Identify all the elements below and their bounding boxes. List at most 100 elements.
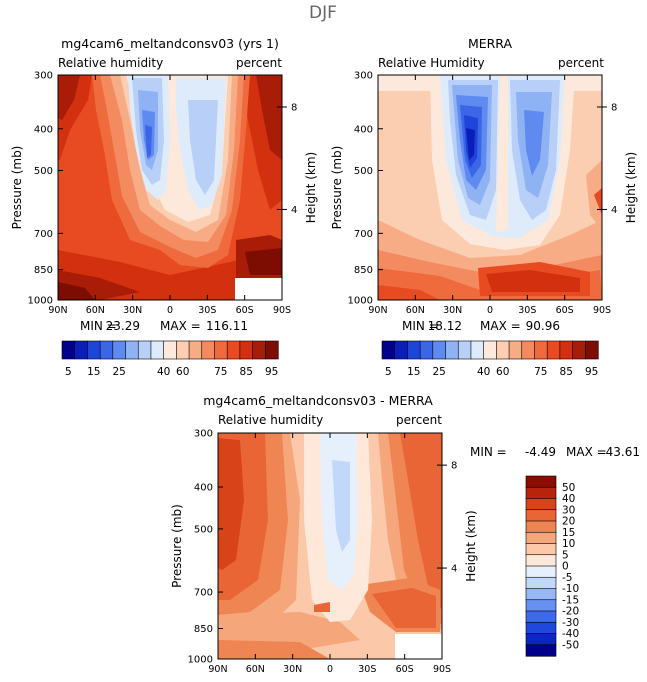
colorbar-swatch <box>239 340 254 360</box>
colorbar-swatch <box>252 340 266 360</box>
colorbar-label: 15 <box>562 527 575 539</box>
panel-diff-field <box>218 433 442 659</box>
colorbar-label: 40 <box>157 366 170 378</box>
panel-diff-axes: 90N 60N 30N 0 30S 60S 90S 300 400 500 700 850 1000 8 4… <box>170 429 478 676</box>
colorbar-label: 10 <box>562 538 575 550</box>
colorbar-label: 30 <box>562 504 575 516</box>
colorbar-swatch <box>496 340 510 360</box>
x-tick-label: 30S <box>198 305 216 316</box>
y2-axis-label: Height (km) <box>624 152 638 223</box>
y2-tick-label: 4 <box>611 205 617 216</box>
panel-diff-min-label: MIN = <box>470 445 507 459</box>
colorbar-swatch <box>508 340 523 360</box>
panel-model: mg4cam6_meltandconsv03 (yrs 1) Relative … <box>10 36 318 333</box>
panel-obs-variable: Relative Humidity <box>378 56 485 70</box>
colorbar-swatch <box>226 340 241 360</box>
colorbar-swatch <box>201 340 216 360</box>
x-tick-label: 60N <box>86 305 105 316</box>
colorbar-swatch <box>525 531 557 545</box>
x-tick-label: 90N <box>208 664 227 675</box>
x-tick-label: 90N <box>368 305 387 316</box>
x-tick-label: 90S <box>273 305 291 316</box>
colorbar-swatch <box>525 543 557 556</box>
x-tick-label: 90S <box>433 664 451 675</box>
x-tick-label: 30N <box>123 305 142 316</box>
colorbar-swatch <box>137 340 152 360</box>
field-band <box>332 460 350 552</box>
colorbar-label: 0 <box>562 561 569 573</box>
y-tick-label: 400 <box>34 124 53 135</box>
colorbar-swatch <box>525 486 557 500</box>
colorbar-swatch <box>525 509 557 522</box>
colorbar-swatch <box>394 340 409 360</box>
field-band <box>486 270 580 292</box>
colorbar-swatch <box>525 644 557 657</box>
colorbar-swatch <box>525 520 557 533</box>
colorbar-label: 60 <box>176 366 189 378</box>
colorbar-swatch <box>432 340 447 360</box>
colorbar-label: 40 <box>562 493 575 505</box>
panel-diff-title: mg4cam6_meltandconsv03 - MERRA <box>203 393 433 408</box>
panel-model-variable: Relative humidity <box>58 56 163 70</box>
panel-model-max: 116.11 <box>206 319 248 333</box>
colorbar-label: 95 <box>265 366 278 378</box>
panel-diff-units: percent <box>396 413 442 427</box>
x-tick-label: 60S <box>556 305 574 316</box>
field-band <box>245 248 282 275</box>
y-tick-label: 500 <box>194 524 213 535</box>
panel-model-axes: 90N 60N 30N 0 30S 60S 90S 300 400 500 700 850 1000 8 4… <box>10 71 318 317</box>
x-tick-label: 0 <box>327 664 333 675</box>
y-tick-label: 400 <box>194 483 213 494</box>
field-band <box>496 75 508 232</box>
colorbar-label: 5 <box>562 549 569 561</box>
panel-model-title: mg4cam6_meltandconsv03 (yrs 1) <box>61 36 279 51</box>
colorbar-swatch <box>457 340 472 360</box>
field-band <box>218 438 244 570</box>
field-band <box>378 285 440 300</box>
colorbar-label: -5 <box>562 572 572 584</box>
panel-obs-title: MERRA <box>468 36 513 51</box>
colorbar-label: 75 <box>214 366 227 378</box>
colorbar-swatch <box>407 340 421 360</box>
colorbar-label: 20 <box>562 516 575 528</box>
colorbar-label: -10 <box>562 583 579 595</box>
colorbar-swatch <box>264 340 279 360</box>
x-tick-label: 30N <box>283 664 302 675</box>
x-tick-label: 60S <box>236 305 254 316</box>
panel-obs-max: 90.96 <box>526 319 560 333</box>
colorbar-obs: 5 15 25 40 60 75 85 95 <box>381 340 599 378</box>
y2-axis-label: Height (km) <box>304 152 318 223</box>
colorbar-label: -30 <box>562 617 579 629</box>
x-tick-label: 30S <box>518 305 536 316</box>
colorbar-swatch <box>74 340 89 360</box>
panel-obs-min-label: MIN = <box>402 319 439 333</box>
panel-obs-units: percent <box>558 56 604 70</box>
panel-model-max-label: MAX = <box>160 319 201 333</box>
colorbar-swatch <box>525 565 557 578</box>
panel-model-field <box>58 75 282 300</box>
y-tick-label: 700 <box>34 229 53 240</box>
colorbar-label: 5 <box>65 366 72 378</box>
colorbar-label: 5 <box>385 366 392 378</box>
y-tick-label: 400 <box>354 124 373 135</box>
field-band <box>145 125 152 158</box>
field-band <box>400 433 442 610</box>
x-tick-label: 90S <box>593 305 611 316</box>
colorbar-label: 75 <box>534 366 547 378</box>
colorbar-swatch <box>470 340 485 360</box>
colorbar-swatch <box>525 633 557 646</box>
y-tick-label: 300 <box>354 71 373 82</box>
y2-tick-label: 8 <box>611 102 617 113</box>
y-tick-label: 300 <box>34 71 53 82</box>
panel-diff-max: 43.61 <box>606 445 640 459</box>
colorbar-swatch <box>572 340 586 360</box>
colorbar-label: 25 <box>112 366 125 378</box>
colorbar-swatch <box>176 340 190 360</box>
panel-diff-max-label: MAX = <box>566 445 607 459</box>
panel-obs-field <box>378 75 602 300</box>
colorbar-swatch <box>112 340 127 360</box>
figure-title: DJF <box>309 3 337 23</box>
y2-axis-label: Height (km) <box>464 510 478 581</box>
y-tick-label: 1000 <box>28 296 53 307</box>
y2-tick-label: 8 <box>291 102 297 113</box>
